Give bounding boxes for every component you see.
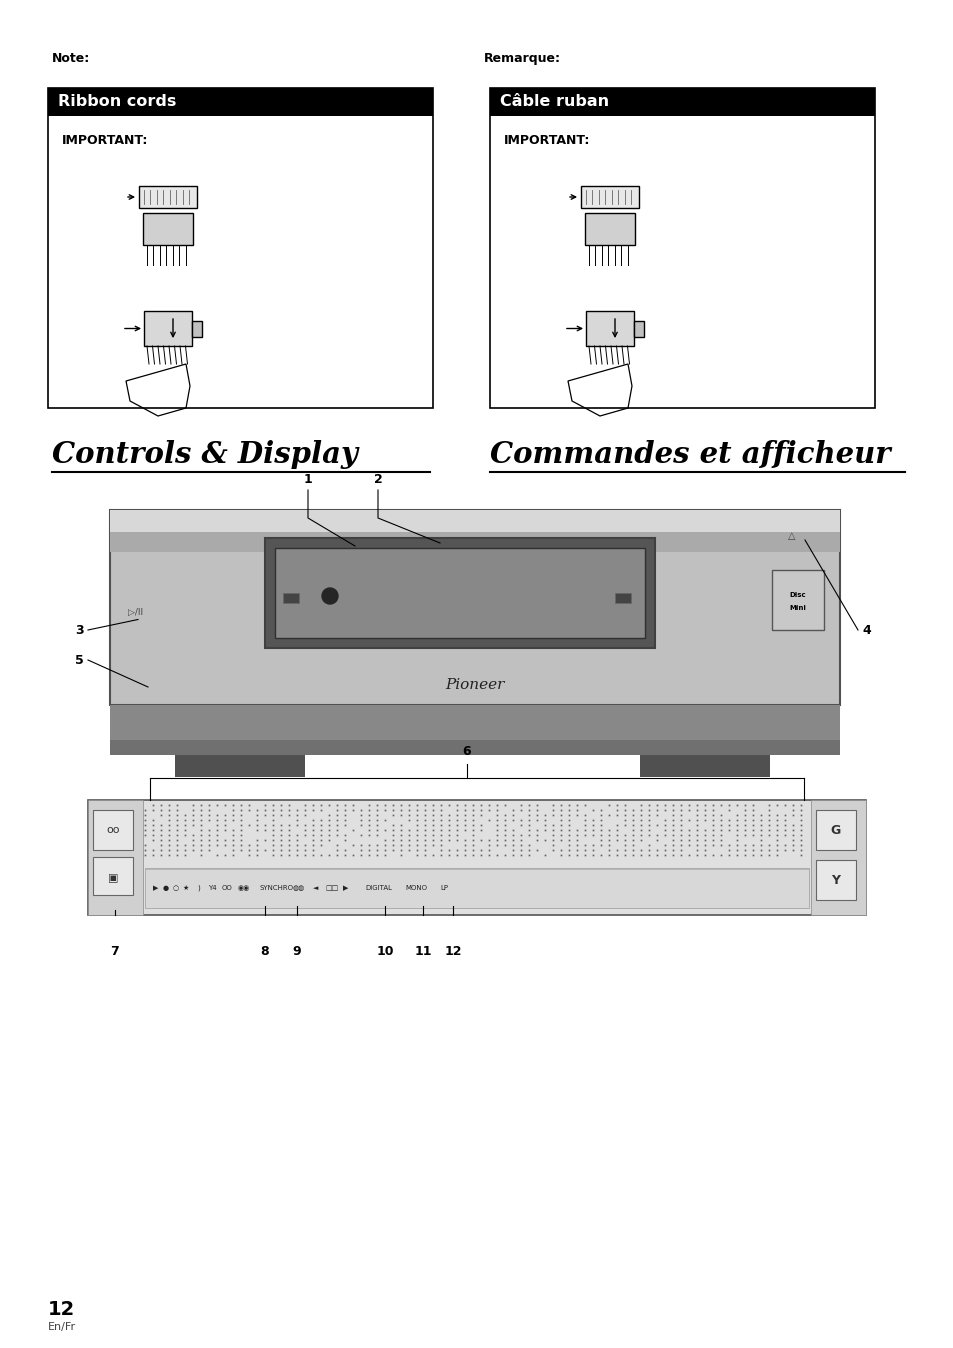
Bar (88, 799, 143, 915)
Bar (143, 213, 193, 245)
Text: Ribbon cords: Ribbon cords (58, 94, 176, 109)
Bar (92, 810, 132, 851)
Bar (92, 857, 132, 895)
Text: Câble ruban: Câble ruban (499, 94, 608, 109)
Bar (110, 510, 840, 532)
Bar (490, 88, 874, 116)
Text: △: △ (787, 531, 795, 541)
Bar (283, 593, 298, 603)
Bar (145, 868, 808, 909)
Text: 10: 10 (375, 945, 394, 958)
Text: IMPORTANT:: IMPORTANT: (62, 133, 149, 147)
Text: 8: 8 (260, 945, 269, 958)
Text: 2: 2 (374, 473, 382, 487)
Text: Y: Y (831, 874, 840, 887)
Text: 1: 1 (303, 473, 312, 487)
Bar (634, 321, 643, 337)
Text: 7: 7 (111, 945, 119, 958)
Text: 12: 12 (48, 1299, 75, 1318)
Bar (88, 799, 865, 915)
Bar (265, 538, 655, 648)
Bar (580, 186, 639, 208)
Bar (639, 755, 769, 776)
Bar (139, 186, 196, 208)
Bar (192, 321, 202, 337)
Text: ◉◉: ◉◉ (237, 886, 250, 891)
Text: 6: 6 (462, 745, 471, 758)
Text: ○: ○ (172, 886, 179, 891)
Bar (490, 88, 874, 408)
Text: SYNCHRO: SYNCHRO (260, 886, 294, 891)
Bar (48, 88, 433, 408)
Text: 3: 3 (75, 624, 84, 636)
Bar (274, 549, 644, 638)
Text: LP: LP (439, 886, 448, 891)
Bar (815, 810, 855, 851)
Bar (584, 213, 635, 245)
Bar (615, 593, 630, 603)
Bar (174, 755, 305, 776)
Circle shape (322, 588, 337, 604)
Text: □□: □□ (325, 886, 338, 891)
Text: G: G (830, 824, 841, 837)
Text: Commandes et afficheur: Commandes et afficheur (490, 439, 890, 469)
Text: Pioneer: Pioneer (445, 678, 504, 692)
Bar (110, 532, 840, 551)
Text: ▣: ▣ (108, 874, 118, 883)
Text: Y4: Y4 (208, 886, 216, 891)
Text: Remarque:: Remarque: (483, 53, 560, 65)
Bar (48, 88, 433, 116)
Text: DIGITAL: DIGITAL (365, 886, 392, 891)
Text: 12: 12 (444, 945, 461, 958)
Text: Mini: Mini (789, 605, 805, 611)
Bar (585, 311, 634, 346)
Text: ): ) (196, 884, 199, 891)
Text: Controls & Display: Controls & Display (52, 439, 357, 469)
Bar (144, 311, 192, 346)
Text: ▶: ▶ (343, 886, 348, 891)
Text: 11: 11 (414, 945, 432, 958)
Text: Note:: Note: (52, 53, 91, 65)
Text: IMPORTANT:: IMPORTANT: (503, 133, 590, 147)
Text: 4: 4 (862, 624, 870, 636)
Text: ●: ● (163, 886, 169, 891)
Bar (110, 740, 840, 755)
Bar (110, 510, 840, 705)
Text: En/Fr: En/Fr (48, 1322, 76, 1332)
Bar (771, 570, 823, 630)
Text: 5: 5 (75, 654, 84, 666)
Text: ★: ★ (183, 886, 189, 891)
Text: ◄: ◄ (313, 886, 318, 891)
Text: Disc: Disc (789, 592, 805, 599)
Bar (815, 860, 855, 900)
Text: OO: OO (222, 886, 233, 891)
Bar (810, 799, 865, 915)
Text: ◍◍: ◍◍ (293, 886, 305, 891)
Text: MONO: MONO (405, 886, 427, 891)
Text: ▶: ▶ (152, 886, 158, 891)
Text: ▷/II: ▷/II (128, 608, 143, 617)
Text: 9: 9 (293, 945, 301, 958)
Text: oo: oo (106, 825, 120, 834)
Bar (110, 705, 840, 740)
